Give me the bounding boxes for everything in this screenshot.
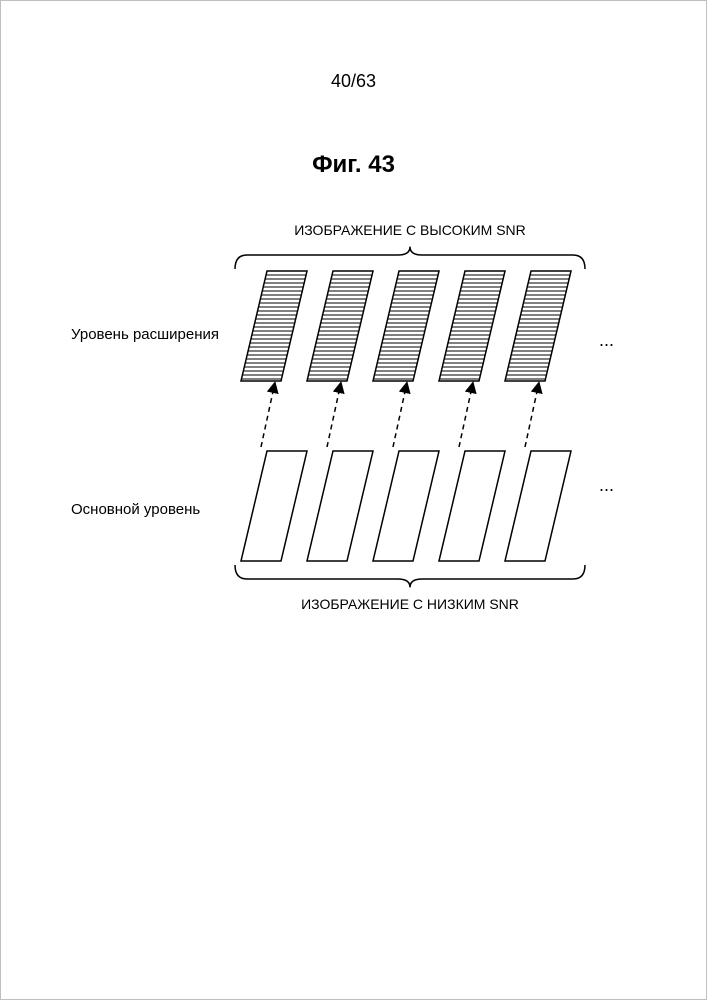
frame-parallelogram xyxy=(439,271,505,381)
frame-parallelogram xyxy=(505,451,571,561)
frame-parallelogram xyxy=(373,451,439,561)
frame-parallelogram xyxy=(241,271,307,381)
caption-top: ИЗОБРАЖЕНИЕ С ВЫСОКИМ SNR xyxy=(294,222,526,238)
caption-bottom: ИЗОБРАЖЕНИЕ С НИЗКИМ SNR xyxy=(301,596,519,612)
frame-parallelogram xyxy=(307,271,373,381)
dashed-arrow xyxy=(327,387,340,447)
dashed-arrow xyxy=(525,387,538,447)
brace-top xyxy=(235,247,585,269)
dashed-arrow xyxy=(393,387,406,447)
ellipsis-top: ... xyxy=(599,330,614,350)
frame-parallelogram xyxy=(505,271,571,381)
page-frame: 40/63 Фиг. 43 Уровень расширения Основно… xyxy=(0,0,707,1000)
frame-parallelogram xyxy=(307,451,373,561)
brace-bottom xyxy=(235,565,585,587)
ellipsis-bottom: ... xyxy=(599,475,614,495)
dashed-arrow xyxy=(459,387,472,447)
frame-parallelogram xyxy=(373,271,439,381)
frame-parallelogram xyxy=(241,451,307,561)
dashed-arrow xyxy=(261,387,274,447)
diagram-svg: ...... ИЗОБРАЖЕНИЕ С ВЫСОКИМ SNR ИЗОБРАЖЕН… xyxy=(1,1,707,1001)
frame-parallelogram xyxy=(439,451,505,561)
